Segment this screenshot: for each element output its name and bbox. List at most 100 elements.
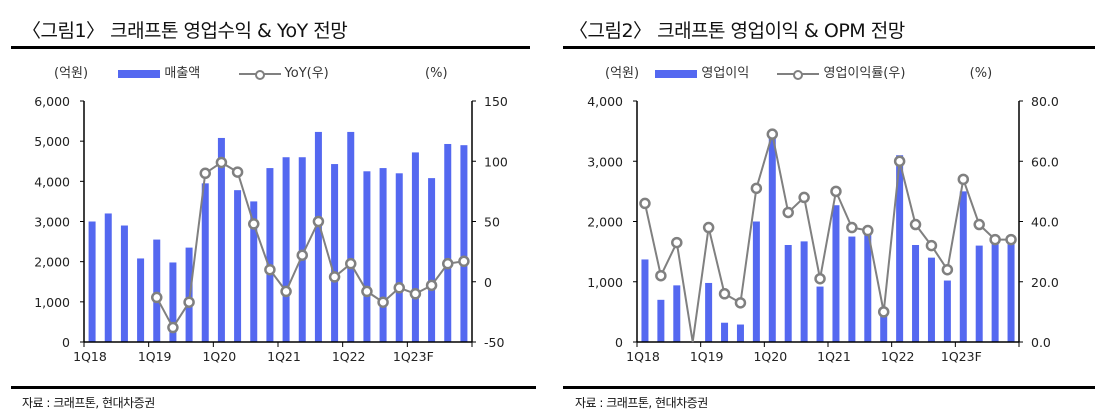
bar <box>137 258 145 342</box>
bar <box>411 152 419 342</box>
title-divider <box>11 46 530 49</box>
line-point <box>296 249 308 261</box>
line-point <box>671 236 683 249</box>
bar-legend-label: 매출액 <box>164 66 201 81</box>
line-point <box>393 282 405 294</box>
line-point <box>328 271 341 283</box>
bar <box>752 221 760 342</box>
bar-legend-label: 영업이익 <box>701 66 750 81</box>
bar <box>927 257 935 342</box>
right-tick-label: 0 <box>484 275 492 290</box>
figure-1-source: 자료 : 크래프톤, 현대차증권 <box>22 396 155 410</box>
bar-legend-swatch <box>655 69 698 78</box>
bar <box>120 225 128 342</box>
line-point <box>702 221 715 234</box>
left-tick-label: 1,000 <box>34 295 70 310</box>
line-point <box>846 221 858 234</box>
line-point <box>957 173 970 186</box>
left-tick-label: 0 <box>62 335 70 350</box>
bar <box>104 213 112 342</box>
left-tick-label: 4,000 <box>587 94 623 109</box>
bar <box>768 134 776 342</box>
bar-legend-swatch <box>118 69 161 78</box>
bar <box>444 143 452 342</box>
left-tick-label: 2,000 <box>587 215 623 230</box>
figure-1-panel: 〈그림1〉 크래프톤 영업수익 & YoY 전망 (억원) 매출액 YoY(우)… <box>0 0 553 418</box>
x-tick-label: 1Q20 <box>202 349 236 364</box>
bar <box>331 164 339 342</box>
right-tick-label: 150 <box>484 94 508 109</box>
bar <box>848 236 856 342</box>
figure-1-legend: (억원) 매출액 YoY(우) (%) <box>54 62 448 81</box>
bar <box>1007 242 1015 342</box>
left-tick-label: 0 <box>615 335 623 350</box>
right-tick-label: 40.0 <box>1031 215 1059 230</box>
bar <box>379 168 387 342</box>
bar <box>991 242 999 342</box>
x-tick-label: 1Q18 <box>73 349 107 364</box>
bar <box>657 299 665 342</box>
bar <box>395 173 403 342</box>
line-point <box>183 296 195 308</box>
line-point <box>425 279 438 292</box>
left-unit-label: (억원) <box>54 66 89 81</box>
line-point <box>345 257 357 270</box>
line-point <box>814 272 826 285</box>
right-tick-label: 100 <box>484 154 508 169</box>
line-point <box>167 321 179 334</box>
bar <box>641 259 649 342</box>
left-tick-label: 6,000 <box>34 94 70 109</box>
line-point <box>734 297 747 309</box>
bar <box>363 171 371 342</box>
bar <box>912 244 920 342</box>
line-point <box>830 185 842 198</box>
line-point <box>766 128 779 140</box>
left-tick-label: 5,000 <box>34 134 70 149</box>
bar <box>896 155 904 342</box>
bar <box>832 205 840 342</box>
line-point <box>215 156 228 169</box>
left-unit-label: (억원) <box>605 66 640 81</box>
x-tick-label: 1Q20 <box>753 349 787 364</box>
bar <box>460 145 468 342</box>
source-divider <box>11 386 536 389</box>
bar <box>169 262 177 342</box>
line-point <box>909 218 922 231</box>
line-point <box>361 285 373 298</box>
line-point <box>782 206 794 219</box>
bar <box>314 131 322 342</box>
x-tick-label: 1Q22 <box>881 349 915 364</box>
bar <box>880 314 888 342</box>
bar <box>943 280 951 342</box>
line-point <box>199 167 211 180</box>
line-series <box>643 133 1012 343</box>
figure-2-title: 〈그림2〉 크래프톤 영업이익 & OPM 전망 <box>569 20 905 42</box>
right-unit-label: (%) <box>425 66 448 81</box>
right-tick-label: 50 <box>484 215 500 230</box>
right-tick-label: -50 <box>484 335 504 350</box>
figure-2-legend: (억원) 영업이익 영업이익률(우) (%) <box>605 62 992 81</box>
x-tick-label: 1Q21 <box>817 349 851 364</box>
line-point <box>655 269 667 282</box>
right-tick-label: 80.0 <box>1031 94 1059 109</box>
line-point <box>377 296 389 308</box>
bar <box>153 239 161 342</box>
right-unit-label: (%) <box>969 66 993 81</box>
bar <box>736 324 744 342</box>
line-point <box>442 257 454 270</box>
line-point <box>409 288 422 300</box>
bar <box>282 157 290 342</box>
right-tick-label: 20.0 <box>1031 275 1059 290</box>
line-point <box>718 288 731 300</box>
bar <box>800 241 808 342</box>
bar <box>784 244 792 342</box>
line-point <box>877 306 890 318</box>
bar <box>428 178 436 342</box>
figure-2-panel: 〈그림2〉 크래프톤 영업이익 & OPM 전망 (억원) 영업이익 영업이익률… <box>553 0 1107 418</box>
bar <box>217 137 225 342</box>
source-divider <box>563 386 1095 389</box>
x-tick-label: 1Q22 <box>332 349 366 364</box>
line-point <box>973 218 985 231</box>
bar <box>234 190 242 342</box>
bar <box>201 183 209 342</box>
